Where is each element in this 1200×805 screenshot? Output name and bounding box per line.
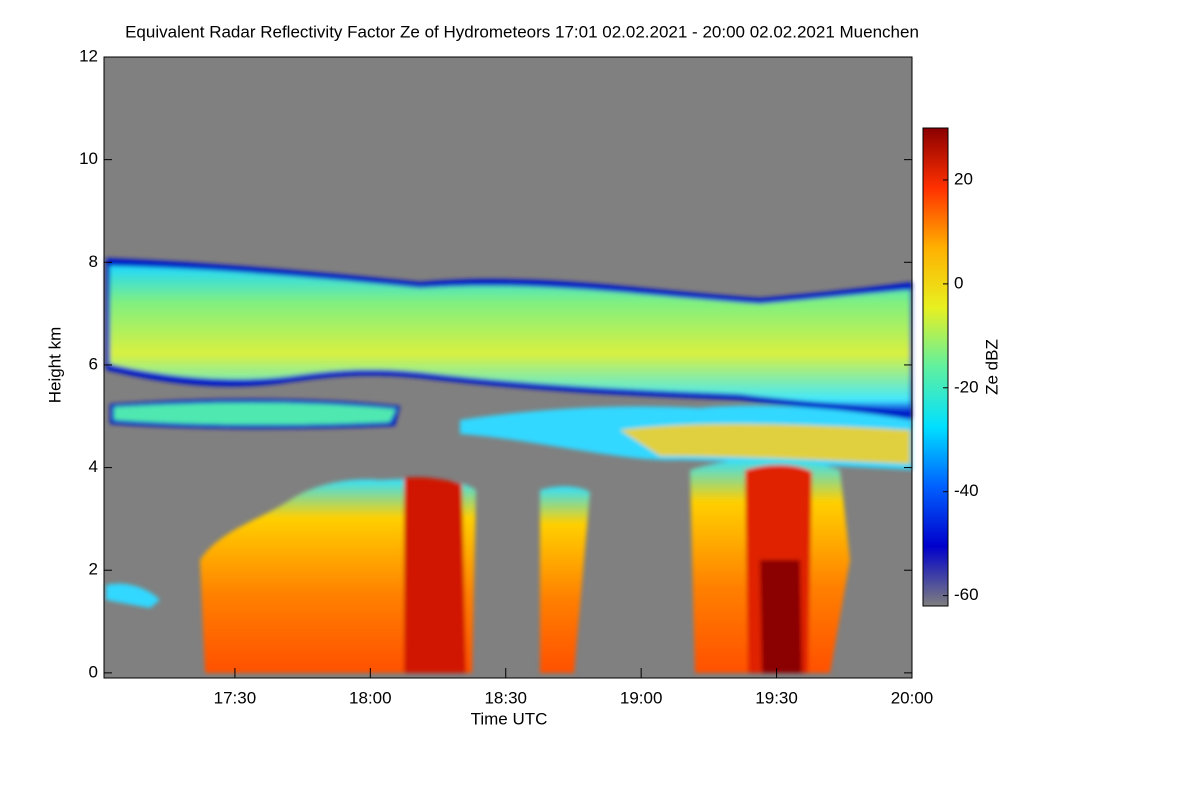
y-tick-label: 12 bbox=[79, 46, 98, 65]
chart-title: Equivalent Radar Reflectivity Factor Ze … bbox=[125, 22, 919, 41]
y-tick-label: 0 bbox=[89, 662, 98, 681]
x-tick-label: 18:00 bbox=[349, 688, 392, 707]
colorbar bbox=[922, 127, 949, 607]
x-tick-label: 19:00 bbox=[620, 688, 663, 707]
colorbar-tick-label: -40 bbox=[954, 481, 979, 500]
colorbar-tick-label: -60 bbox=[954, 585, 979, 604]
x-axis-label: Time UTC bbox=[471, 709, 548, 728]
y-tick-label: 8 bbox=[89, 252, 98, 271]
y-tick-label: 6 bbox=[89, 354, 98, 373]
y-tick-label: 10 bbox=[79, 149, 98, 168]
y-tick-label: 2 bbox=[89, 560, 98, 579]
x-tick-label: 19:30 bbox=[755, 688, 798, 707]
colorbar-tick-label: 0 bbox=[954, 273, 963, 292]
x-tick-label: 17:30 bbox=[214, 688, 257, 707]
reflectivity-field bbox=[106, 258, 912, 673]
x-tick-label: 18:30 bbox=[484, 688, 527, 707]
x-tick-label: 20:00 bbox=[891, 688, 934, 707]
colorbar-label: Ze dBZ bbox=[982, 339, 1001, 395]
y-axis-label: Height km bbox=[45, 327, 64, 404]
colorbar-tick-label: 20 bbox=[954, 169, 973, 188]
plot-frame bbox=[103, 56, 913, 679]
colorbar-tick-label: -20 bbox=[954, 377, 979, 396]
y-tick-label: 4 bbox=[89, 457, 98, 476]
